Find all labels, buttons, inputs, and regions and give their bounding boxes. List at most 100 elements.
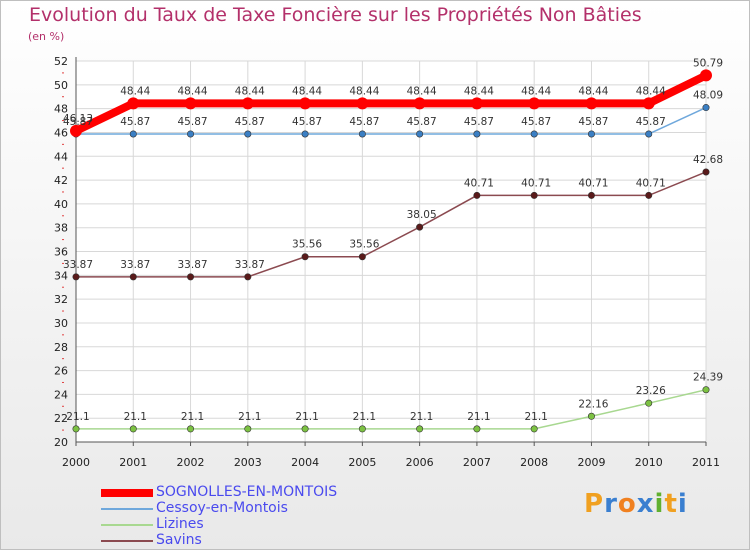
series-point [702,104,710,112]
y-tick-label: 30 [54,317,68,330]
series-point [473,191,481,199]
axes: 20 22 24 26 28 30 32 34 36 38 40 42 44 46 48 50 52 2000 20… [54,55,720,469]
data-label: 33.87 [235,259,265,271]
logo-letter: o [617,489,637,519]
data-labels: 45.87 45.87 45.87 45.87 45.87 45.87 45.87 45.87… [63,57,723,422]
data-label: 45.87 [178,116,208,128]
data-label: 48.44 [578,85,608,97]
data-label: 45.87 [521,116,551,128]
data-label: 33.87 [120,259,150,271]
series-point [702,168,710,176]
data-label: 45.87 [63,116,93,128]
data-label: 45.87 [407,116,437,128]
data-label: 48.09 [693,90,723,102]
legend-swatch [101,540,153,542]
data-label: 33.87 [178,259,208,271]
data-label: 21.1 [353,411,376,423]
series-point [416,223,424,231]
y-tick-label: 52 [54,55,68,68]
data-label: 40.71 [578,177,608,189]
x-tick-label: 2006 [406,456,434,469]
series-point [187,425,195,433]
y-tick-label: 46 [54,126,68,139]
x-tick-label: 2002 [177,456,205,469]
data-label: 21.1 [238,411,261,423]
series-point [530,191,538,199]
legend-item: Lizines [101,516,401,533]
data-label: 21.1 [524,411,547,423]
data-label: 22.16 [578,398,608,410]
series-point [587,130,595,138]
logo-letter: r [604,489,618,519]
series-point [473,130,481,138]
logo-letter: t [664,489,678,519]
data-label: 48.44 [235,85,265,97]
legend-swatch [101,489,153,497]
series-point [241,97,254,110]
data-label: 45.87 [349,116,379,128]
data-label: 24.39 [693,372,723,384]
data-label: 48.44 [349,85,379,97]
data-label: 45.87 [636,116,666,128]
data-label: 45.87 [292,116,322,128]
series-point [299,97,312,110]
legend-label: Lizines [156,516,204,532]
logo-letter: i [654,489,665,519]
chart-title: Evolution du Taux de Taxe Foncière sur l… [29,4,642,26]
y-tick-label: 38 [54,222,68,235]
y-tick-label: 22 [54,412,68,425]
series-point [244,273,252,281]
data-label: 48.44 [636,85,666,97]
series-point [356,97,369,110]
legend-item: Savins [101,532,401,549]
data-label: 21.1 [124,411,147,423]
data-label: 40.71 [521,177,551,189]
series-point [129,425,137,433]
series-line [76,171,707,278]
series-point [587,191,595,199]
y-tick-label: 28 [54,341,68,354]
data-label: 48.44 [292,85,322,97]
data-label: 48.44 [464,85,494,97]
data-label: 35.56 [349,239,379,251]
x-tick-label: 2007 [463,456,491,469]
data-label: 21.1 [410,411,433,423]
legend-swatch [101,524,153,526]
series-line [76,389,707,430]
series-point [645,191,653,199]
series-point [72,273,80,281]
data-label: 21.1 [295,411,318,423]
x-tick-label: 2000 [62,456,90,469]
grid [75,60,707,443]
data-label: 48.44 [120,85,150,97]
series-point [187,273,195,281]
data-label: 23.26 [636,385,666,397]
series-point [702,386,710,394]
data-label: 50.79 [693,57,723,69]
x-tick-label: 2010 [635,456,663,469]
data-label: 40.71 [464,177,494,189]
unit-label: (en %) [28,30,65,43]
y-tick-label: 36 [54,246,68,259]
series-point [587,412,595,420]
x-tick-label: 2011 [692,456,720,469]
series-point [528,97,541,110]
data-label: 21.1 [467,411,490,423]
legend-item: Cessoy-en-Montois [101,500,401,517]
series-point [642,97,655,110]
data-label: 45.87 [120,116,150,128]
x-tick-label: 2008 [520,456,548,469]
y-tick-label: 26 [54,365,68,378]
series-lines [70,69,712,433]
y-tick-label: 50 [54,79,68,92]
series-line [74,71,708,135]
legend-item: SOGNOLLES-EN-MONTOIS [101,484,401,501]
series-point [416,130,424,138]
x-tick-label: 2005 [348,456,376,469]
y-tick-label: 40 [54,198,68,211]
legend-swatch [101,508,153,510]
x-tick-label: 2001 [119,456,147,469]
series-point [301,425,309,433]
